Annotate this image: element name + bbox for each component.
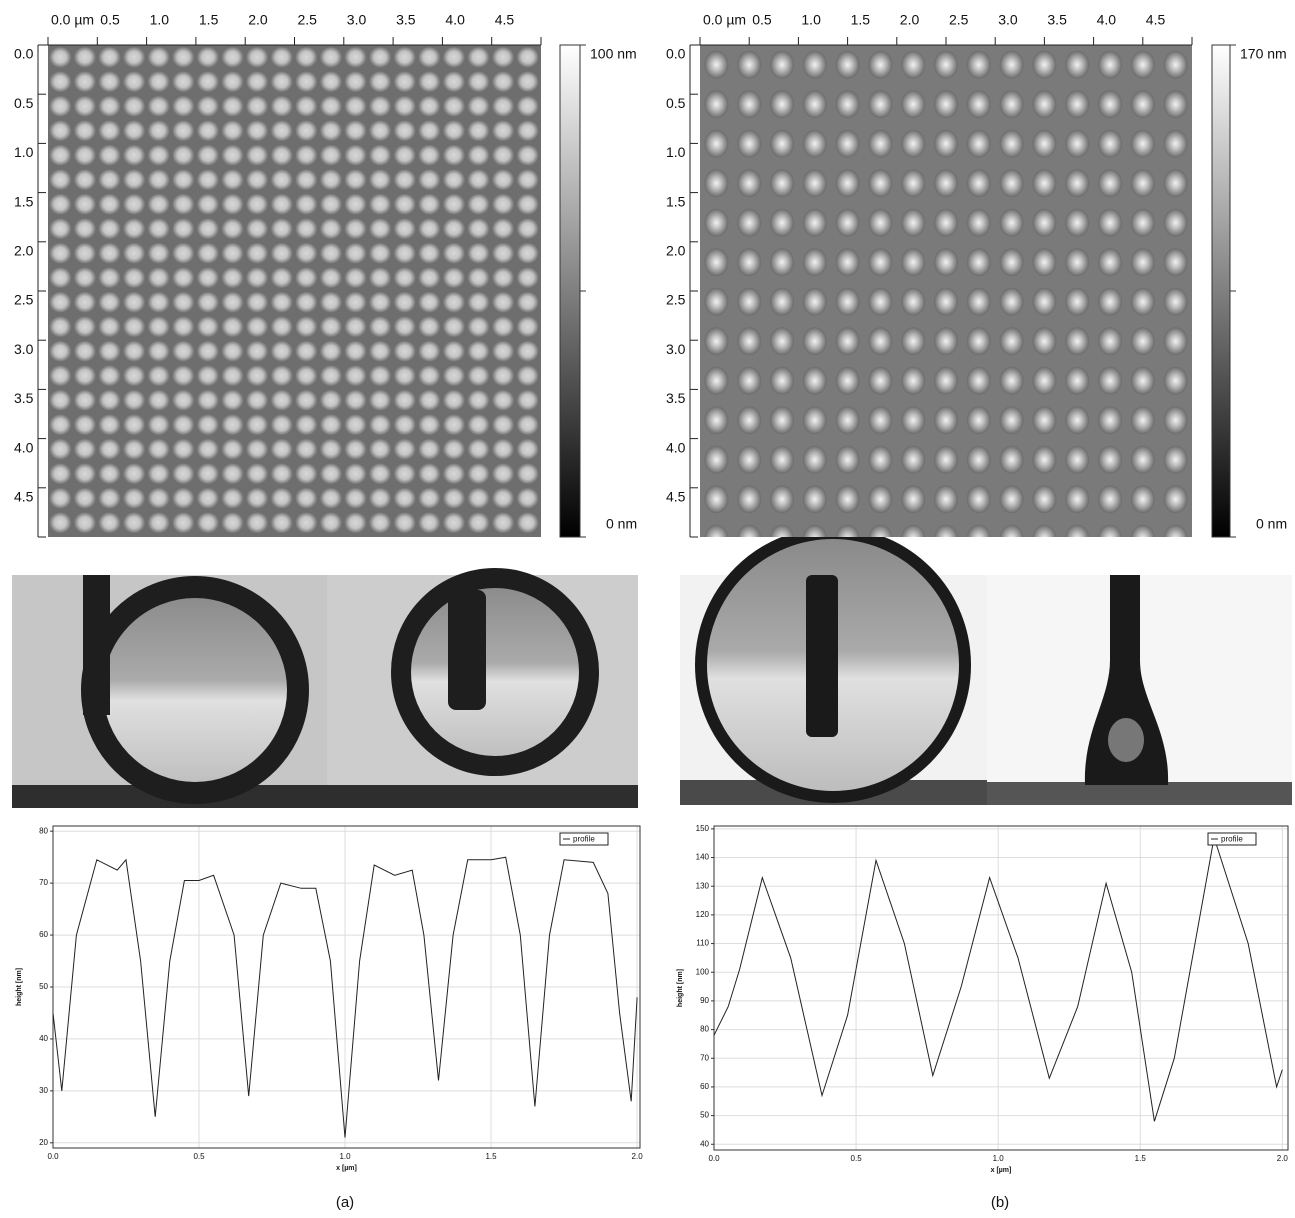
y-tick-label: 2.5 xyxy=(14,292,34,308)
x-tick-label: 4.0 xyxy=(1097,12,1117,28)
x-tick-label: 0.5 xyxy=(752,12,772,28)
y-tick-label: 2.0 xyxy=(14,243,34,259)
y-axis-label: height [nm] xyxy=(16,968,23,1006)
y-tick-label: 0.5 xyxy=(666,95,686,111)
y-tick-label: 1.0 xyxy=(14,144,34,160)
y-tick-label: 40 xyxy=(39,1034,48,1043)
x-tick-label: 4.0 xyxy=(445,12,465,28)
panel-label: (b) xyxy=(991,1194,1009,1211)
x-tick-label: 2.0 xyxy=(632,1152,644,1161)
y-tick-label: 120 xyxy=(696,910,710,919)
y-axis-label: height [nm] xyxy=(677,969,684,1007)
y-tick-label: 110 xyxy=(696,939,709,948)
y-tick-label: 50 xyxy=(700,1111,709,1120)
y-tick-label: 70 xyxy=(39,878,48,887)
x-tick-label: 0.5 xyxy=(851,1154,863,1163)
y-tick-label: 140 xyxy=(696,853,710,862)
x-tick-label: 2.0 xyxy=(248,12,268,28)
y-tick-label: 4.0 xyxy=(14,439,34,455)
droplet-photos-a xyxy=(12,568,638,808)
panel-label: (a) xyxy=(336,1194,354,1211)
colorbar xyxy=(559,44,581,538)
y-tick-label: 4.0 xyxy=(666,439,686,455)
x-tick-label: 1.5 xyxy=(199,12,219,28)
x-axis-label: x [µm] xyxy=(991,1167,1012,1174)
y-tick-label: 60 xyxy=(700,1082,709,1091)
x-tick-label: 1.5 xyxy=(851,12,871,28)
x-tick-label: 0.0 µm xyxy=(703,12,746,28)
x-axis-label: x [µm] xyxy=(336,1165,357,1172)
y-tick-label: 90 xyxy=(700,996,709,1005)
y-tick-label: 70 xyxy=(700,1053,709,1062)
y-tick-label: 40 xyxy=(700,1139,709,1148)
x-tick-label: 3.5 xyxy=(1047,12,1067,28)
plot-frame xyxy=(713,825,1289,1151)
x-tick-label: 1.0 xyxy=(339,1152,351,1161)
x-tick-label: 0.5 xyxy=(193,1152,205,1161)
y-tick-label: 30 xyxy=(39,1086,48,1095)
y-tick-label: 4.5 xyxy=(14,489,34,505)
x-tick-label: 2.5 xyxy=(298,12,318,28)
y-tick-label: 150 xyxy=(696,824,710,833)
x-tick-label: 4.5 xyxy=(1146,12,1166,28)
profile-line xyxy=(52,856,638,1138)
afm-image xyxy=(700,45,1192,537)
legend-label: profile xyxy=(1221,835,1243,844)
y-tick-label: 1.0 xyxy=(666,144,686,160)
droplet-photos-b xyxy=(680,527,1292,805)
y-tick-label: 4.5 xyxy=(666,489,686,505)
profile-line xyxy=(713,837,1283,1122)
colorbar xyxy=(1211,44,1231,538)
y-tick-label: 0.0 xyxy=(666,46,686,62)
plot-frame xyxy=(52,825,641,1149)
y-tick-label: 1.5 xyxy=(14,193,34,209)
x-tick-label: 2.5 xyxy=(949,12,969,28)
y-tick-label: 2.5 xyxy=(666,292,686,308)
legend-label: profile xyxy=(573,835,595,844)
x-tick-label: 1.0 xyxy=(993,1154,1005,1163)
y-tick-label: 1.5 xyxy=(666,193,686,209)
x-tick-label: 0.0 µm xyxy=(51,12,94,28)
legend-box xyxy=(1207,832,1257,846)
x-tick-label: 1.0 xyxy=(801,12,821,28)
colorbar-label: 0 nm xyxy=(606,516,637,532)
y-tick-label: 3.0 xyxy=(14,341,34,357)
colorbar-label: 170 nm xyxy=(1240,46,1287,62)
x-tick-label: 1.5 xyxy=(485,1152,497,1161)
y-tick-label: 50 xyxy=(39,982,48,991)
y-tick-label: 3.5 xyxy=(666,390,686,406)
x-tick-label: 0.0 xyxy=(47,1152,59,1161)
y-tick-label: 2.0 xyxy=(666,243,686,259)
y-tick-label: 3.5 xyxy=(14,390,34,406)
y-tick-label: 80 xyxy=(39,826,48,835)
x-tick-label: 2.0 xyxy=(1277,1154,1289,1163)
x-tick-label: 1.0 xyxy=(150,12,170,28)
y-tick-label: 130 xyxy=(696,881,710,890)
x-tick-label: 2.0 xyxy=(900,12,920,28)
colorbar-label: 100 nm xyxy=(590,46,637,62)
y-tick-label: 100 xyxy=(696,967,710,976)
x-tick-label: 3.5 xyxy=(396,12,416,28)
x-tick-label: 0.5 xyxy=(100,12,120,28)
y-tick-label: 60 xyxy=(39,930,48,939)
afm-image xyxy=(48,45,541,537)
y-tick-label: 0.5 xyxy=(14,95,34,111)
x-tick-label: 0.0 xyxy=(708,1154,720,1163)
y-tick-label: 20 xyxy=(39,1138,48,1147)
x-tick-label: 3.0 xyxy=(347,12,367,28)
x-tick-label: 3.0 xyxy=(998,12,1018,28)
x-tick-label: 4.5 xyxy=(495,12,515,28)
y-tick-label: 80 xyxy=(700,1025,709,1034)
legend-box xyxy=(559,832,609,846)
y-tick-label: 3.0 xyxy=(666,341,686,357)
y-tick-label: 0.0 xyxy=(14,46,34,62)
colorbar-label: 0 nm xyxy=(1256,516,1287,532)
x-tick-label: 1.5 xyxy=(1135,1154,1147,1163)
